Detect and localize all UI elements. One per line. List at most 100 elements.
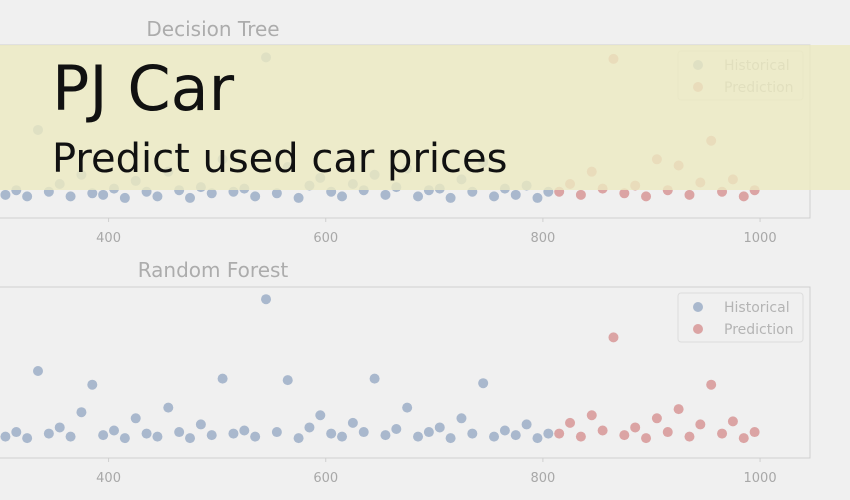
point — [228, 428, 239, 439]
plot-frame — [0, 286, 811, 459]
point — [521, 419, 532, 430]
legend-box — [677, 292, 804, 343]
point — [413, 191, 424, 202]
point — [673, 404, 684, 415]
banner-title: PJ Car — [52, 52, 235, 125]
point — [337, 431, 348, 442]
point — [326, 428, 337, 439]
point — [261, 294, 272, 305]
banner-band — [0, 45, 850, 190]
point — [510, 189, 521, 200]
point — [575, 189, 586, 200]
legend-label: Prediction — [724, 322, 794, 338]
point — [543, 428, 554, 439]
point — [532, 433, 543, 444]
x-tick-label: 800 — [530, 231, 555, 246]
point — [76, 407, 87, 418]
point — [684, 431, 695, 442]
point — [434, 422, 445, 433]
point — [250, 431, 261, 442]
chart-title: Decision Tree — [146, 17, 279, 41]
x-tick-label: 1000 — [744, 471, 777, 486]
legend-label: Historical — [724, 300, 790, 316]
x-tick-label: 400 — [96, 471, 121, 486]
point — [510, 430, 521, 441]
point — [651, 413, 662, 424]
point — [391, 423, 402, 434]
legend-marker — [693, 324, 703, 334]
point — [445, 192, 456, 203]
point — [586, 410, 597, 421]
point — [619, 430, 630, 441]
point — [445, 433, 456, 444]
legend-marker — [693, 302, 703, 312]
point — [185, 433, 196, 444]
x-tick-label: 800 — [530, 471, 555, 486]
point — [33, 365, 44, 376]
point — [608, 332, 619, 343]
point — [119, 433, 130, 444]
point — [0, 189, 11, 200]
point — [413, 431, 424, 442]
point — [423, 427, 434, 438]
point — [347, 417, 358, 428]
point — [11, 427, 22, 438]
point — [282, 375, 293, 386]
point — [271, 427, 282, 438]
point — [727, 416, 738, 427]
point — [380, 189, 391, 200]
point — [206, 188, 217, 199]
point — [119, 192, 130, 203]
point — [402, 402, 413, 413]
point — [478, 378, 489, 389]
point — [738, 433, 749, 444]
point — [130, 413, 141, 424]
chart: Random Forest 400 600 800 1000 Historical Pred… — [0, 258, 811, 486]
point — [467, 428, 478, 439]
point — [337, 191, 348, 202]
point — [489, 191, 500, 202]
point — [98, 189, 109, 200]
chart-title: Random Forest — [138, 258, 289, 282]
point — [575, 431, 586, 442]
point — [65, 191, 76, 202]
point — [554, 428, 565, 439]
point — [206, 430, 217, 441]
point — [87, 188, 98, 199]
point — [565, 417, 576, 428]
banner-subtitle: Predict used car prices — [52, 136, 507, 182]
point — [738, 191, 749, 202]
point — [250, 191, 261, 202]
point — [717, 428, 728, 439]
point — [662, 427, 673, 438]
point — [152, 431, 163, 442]
point — [695, 419, 706, 430]
x-tick-label: 600 — [313, 471, 338, 486]
point — [185, 192, 196, 203]
point — [217, 373, 228, 384]
point — [597, 425, 608, 436]
point — [619, 188, 630, 199]
point — [271, 188, 282, 199]
point — [499, 425, 510, 436]
point — [380, 430, 391, 441]
point — [163, 402, 174, 413]
point — [43, 428, 54, 439]
point — [630, 422, 641, 433]
point — [304, 422, 315, 433]
point — [239, 425, 250, 436]
point — [641, 433, 652, 444]
point — [0, 431, 11, 442]
point — [293, 192, 304, 203]
point — [109, 425, 120, 436]
point — [532, 192, 543, 203]
point — [489, 431, 500, 442]
point — [293, 433, 304, 444]
point — [22, 191, 33, 202]
point — [706, 379, 717, 390]
point — [87, 379, 98, 390]
point — [98, 430, 109, 441]
point — [749, 427, 760, 438]
point — [22, 433, 33, 444]
